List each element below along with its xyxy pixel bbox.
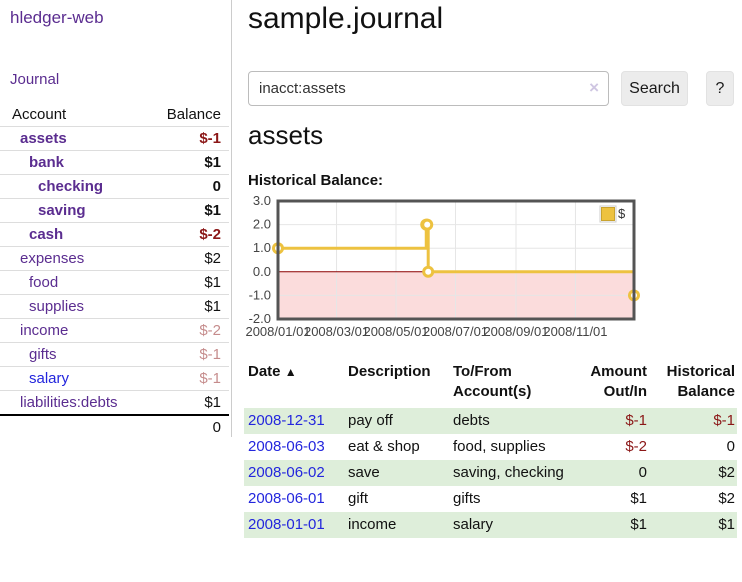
account-table-header: Account Balance	[0, 102, 229, 126]
transaction-row[interactable]: 2008-06-01 gift gifts $1 $2	[248, 490, 735, 507]
account-balance: $-2	[199, 322, 221, 339]
transaction-date-link[interactable]: 2008-06-01	[248, 490, 325, 507]
account-balance: $1	[204, 154, 221, 171]
account-link[interactable]: liabilities:debts	[20, 394, 118, 411]
plot-border	[276, 199, 636, 321]
transaction-date-link[interactable]: 2008-01-01	[248, 516, 325, 533]
legend-label: $	[618, 206, 626, 221]
total-balance: 0	[212, 418, 221, 436]
account-balance: $-2	[199, 226, 221, 243]
x-axis-tick-label: 2008/11/01	[543, 324, 607, 339]
account-link[interactable]: cash	[29, 226, 64, 243]
sort-asc-icon: ▲	[284, 365, 297, 379]
transaction-row[interactable]: 2008-06-03 eat & shop food, supplies $-2 0	[248, 438, 735, 455]
transaction-row[interactable]: 2008-06-02 save saving, checking 0 $2	[244, 460, 737, 486]
transaction-row[interactable]: 2008-01-01 income salary $1 $1	[244, 512, 737, 538]
transaction-row[interactable]: 2008-12-31 pay off debts $-1 $-1	[244, 408, 737, 434]
y-axis-tick-label: 0.0	[253, 264, 271, 279]
accounts-column-header: To/From Account(s)	[453, 363, 532, 400]
search-row: × Search ?	[248, 71, 742, 106]
transactions-header-row: Date ▲ Description To/From Account(s) Am…	[244, 358, 737, 408]
account-link[interactable]: income	[20, 322, 69, 339]
transaction-date-link[interactable]: 2008-06-03	[248, 438, 325, 455]
account-row: liabilities:debts $1	[0, 390, 229, 414]
y-axis-tick-label: -1.0	[249, 287, 271, 302]
account-link[interactable]: checking	[38, 178, 104, 195]
account-row: expenses $2	[0, 246, 229, 270]
account-balance: 0	[212, 178, 221, 195]
account-balance: $2	[204, 250, 221, 267]
account-balance: $-1	[199, 370, 221, 387]
date-column-header[interactable]: Date ▲	[248, 363, 297, 380]
account-link[interactable]: saving	[38, 202, 86, 219]
account-row: bank $1	[0, 150, 229, 174]
account-balance: $1	[204, 202, 221, 219]
data-point-marker	[421, 218, 434, 231]
account-balance: $1	[204, 274, 221, 291]
x-axis-tick-label: 2008/09/01	[483, 324, 548, 339]
search-input[interactable]	[248, 71, 609, 106]
data-point-marker	[422, 265, 435, 278]
account-row: income $-2	[0, 318, 229, 342]
account-balance: $1	[204, 394, 221, 411]
x-axis-tick-label: 2008/07/01	[423, 324, 488, 339]
account-link[interactable]: gifts	[29, 346, 57, 363]
account-link[interactable]: expenses	[20, 250, 85, 267]
chart-title: Historical Balance:	[248, 172, 384, 189]
account-total-row: 0	[0, 414, 229, 438]
account-row: cash $-2	[0, 222, 229, 246]
balance-column-header: Historical Balance	[666, 363, 735, 400]
search-button[interactable]: Search	[621, 71, 688, 106]
x-axis-tick-label: 2008/05/01	[363, 324, 428, 339]
x-axis-tick-label: 2008/03/01	[304, 324, 369, 339]
y-axis-tick-label: -2.0	[249, 311, 271, 326]
x-axis-tick-label: 2008/01/01	[245, 324, 310, 339]
historical-balance-chart: 3.0 2.0 1.0 0.0 -1.0 -2.0 2008/01/01 2008/03/01…	[245, 193, 658, 345]
help-button[interactable]: ?	[706, 71, 734, 106]
account-row: supplies $1	[0, 294, 229, 318]
legend-swatch	[601, 207, 615, 221]
account-row: gifts $-1	[0, 342, 229, 366]
transaction-date-link[interactable]: 2008-12-31	[248, 412, 325, 429]
sidebar: hledger-web Journal Account Balance asse…	[0, 0, 232, 437]
y-axis-tick-label: 3.0	[253, 193, 271, 208]
page-title: sample.journal	[248, 2, 444, 35]
account-balance: $-1	[199, 346, 221, 363]
account-link[interactable]: food	[29, 274, 59, 291]
transaction-date-link[interactable]: 2008-06-02	[248, 464, 325, 481]
description-column-header: Description	[348, 363, 431, 380]
transactions-table: Date ▲ Description To/From Account(s) Am…	[244, 358, 737, 538]
search-box: ×	[248, 71, 609, 106]
account-link[interactable]: supplies	[29, 298, 85, 315]
account-link[interactable]: assets	[20, 130, 67, 147]
clear-search-icon[interactable]: ×	[589, 78, 599, 97]
account-balance: $1	[204, 298, 221, 315]
account-row: salary $-1	[0, 366, 229, 390]
chart-canvas: 3.0 2.0 1.0 0.0 -1.0 -2.02008/01/012008/03/01…	[245, 193, 640, 339]
account-link[interactable]: salary	[29, 370, 70, 387]
account-row: saving $1	[0, 198, 229, 222]
y-axis-tick-label: 2.0	[253, 217, 271, 232]
balance-column-header: Balance	[166, 105, 221, 123]
account-column-header: Account	[12, 105, 67, 123]
account-heading: assets	[248, 120, 324, 150]
y-axis-tick-label: 1.0	[253, 240, 271, 255]
account-link[interactable]: bank	[29, 154, 65, 171]
account-balance: $-1	[199, 130, 221, 147]
account-row: assets $-1	[0, 126, 229, 150]
amount-column-header: Amount Out/In	[590, 363, 647, 400]
account-row: checking 0	[0, 174, 229, 198]
sidebar-item-journal[interactable]: Journal	[10, 71, 60, 88]
account-balance-table: Account Balance assets $-1 bank $1 checking 0…	[0, 102, 229, 438]
app-brand-link[interactable]: hledger-web	[10, 8, 104, 27]
account-row: food $1	[0, 270, 229, 294]
